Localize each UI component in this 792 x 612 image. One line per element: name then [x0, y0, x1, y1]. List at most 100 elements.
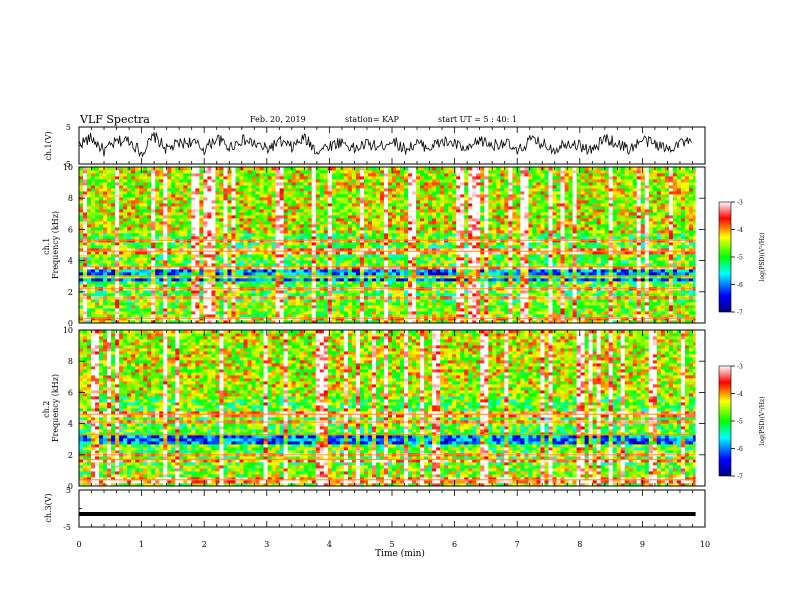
ch1-spectrogram-cell [135, 179, 140, 183]
ch1-spectrogram-cell [131, 254, 136, 258]
ch1-spectrogram-cell [279, 242, 285, 246]
ch1-spectrogram-cell [147, 284, 152, 288]
ch1-spectrogram-cell [424, 266, 429, 270]
ch1-spectrogram-cell [267, 305, 273, 309]
ch1-spectrogram-cell [355, 215, 361, 219]
ch1-spectrogram-cell [251, 191, 256, 195]
ch1-spectrogram-cell [396, 179, 401, 183]
ch1-spectrogram-cell [355, 227, 361, 231]
ch1-spectrogram-cell [107, 320, 112, 324]
ch1-spectrogram-cell [123, 176, 128, 180]
ch1-spectrogram-cell [347, 263, 353, 267]
ch1-spectrogram-cell [432, 302, 437, 306]
ch1-spectrogram-cell [191, 263, 196, 267]
ch1-spectrogram-cell [307, 266, 313, 270]
ch1-spectrogram-cell [303, 188, 309, 192]
ch1-spectrogram-cell [187, 230, 192, 234]
ch1-spectrogram-cell [311, 176, 317, 180]
ch1-spectrogram-cell [235, 254, 240, 258]
ch1-spectrogram-cell [267, 227, 273, 231]
ch1-spectrogram-cell [167, 263, 172, 267]
ch1-spectrogram-cell [416, 170, 421, 174]
ch1-spectrogram-cell [219, 257, 224, 261]
ch1-spectrogram-cell [187, 233, 192, 237]
ch1-spectrogram-cell [412, 212, 417, 216]
ch1-spectrogram-cell [215, 311, 220, 315]
ch1-spectrogram-cell [311, 254, 317, 258]
ch1-spectrogram-cell [155, 173, 160, 177]
ch1-spectrogram-cell [143, 212, 148, 216]
ch1-spectrogram-cell [375, 293, 381, 297]
ch1-spectrogram-cell [147, 188, 152, 192]
ch1-spectrogram-cell [123, 233, 128, 237]
ch1-spectrogram-cell [211, 236, 216, 240]
ch1-spectrogram-cell [400, 263, 405, 267]
ch1-spectrogram-cell [143, 176, 148, 180]
ch1-spectrogram-cell [143, 266, 148, 270]
ch1-spectrogram-cell [159, 305, 164, 309]
ch1-spectrogram-cell [428, 227, 433, 231]
ch1-spectrogram-cell [175, 191, 180, 195]
ch1-spectrogram-cell [327, 251, 333, 255]
ch1-spectrogram-cell [452, 236, 457, 240]
ch1-spectrogram-cell [131, 260, 136, 264]
ch1-spectrogram-cell [355, 188, 361, 192]
ch1-spectrogram-cell [79, 305, 84, 309]
ch1-spectrogram-cell [347, 245, 353, 249]
ch1-spectrogram-cell [215, 185, 220, 189]
ch1-spectrogram-cell [191, 284, 196, 288]
ch1-spectrogram-cell [255, 302, 260, 306]
ch1-spectrogram-cell [307, 206, 313, 210]
ch1-spectrogram-cell [323, 224, 329, 228]
ch1-spectrogram-cell [251, 260, 256, 264]
ch1-spectrogram-cell [396, 284, 401, 288]
ch1-spectrogram-cell [351, 314, 357, 318]
ch1-spectrogram-cell [195, 293, 200, 297]
ch1-spectrogram-cell [251, 200, 256, 204]
ch1-spectrogram-cell [135, 224, 140, 228]
ch1-spectrogram-cell [143, 236, 148, 240]
ch1-spectrogram-cell [343, 167, 349, 171]
ch1-spectrogram-cell [351, 311, 357, 315]
ch1-spectrogram-cell [155, 272, 160, 276]
ch1-spectrogram-cell [227, 206, 232, 210]
ch1-spectrogram-cell [375, 245, 381, 249]
ch1-spectrogram-cell [247, 203, 252, 207]
ch1-spectrogram-cell [231, 185, 236, 189]
ch1-spectrogram-cell [375, 284, 381, 288]
ch1-spectrogram-cell [103, 173, 108, 177]
ch1-spectrogram-cell [343, 251, 349, 255]
ch1-spectrogram-cell [367, 293, 373, 297]
ch1-spectrogram-cell [131, 242, 136, 246]
ch1-spectrogram-cell [219, 302, 224, 306]
ch1-spectrogram-cell [396, 314, 401, 318]
ch1-spectrogram-cell [223, 182, 228, 186]
ch1-spectrogram-cell [167, 218, 172, 222]
ch1-spectrogram-cell [247, 284, 252, 288]
ch1-spectrogram-cell [279, 197, 285, 201]
ch1-spectrogram-cell [424, 212, 429, 216]
ch1-spectrogram-cell [432, 209, 437, 213]
ch1-spectrogram-cell [375, 290, 381, 294]
ch1-spectrogram-cell [83, 284, 88, 288]
ch1-spectrogram-cell [299, 209, 305, 213]
ch1-spectrogram-cell [335, 260, 341, 264]
ch1-spectrogram-cell [167, 281, 172, 285]
ch1-spectrogram-cell [151, 212, 156, 216]
ch1-spectrogram-cell [191, 278, 196, 282]
ch1-spectrogram-cell [215, 263, 220, 267]
ch1-spectrogram-cell [195, 260, 200, 264]
ch1-spectrogram-cell [404, 203, 409, 207]
ch1-spectrogram-cell [79, 254, 84, 258]
ch1-spectrogram-cell [247, 179, 252, 183]
ch1-spectrogram-cell [440, 227, 445, 231]
ch1-spectrogram-cell [355, 278, 361, 282]
ch1-spectrogram-cell [227, 281, 232, 285]
ch1-spectrogram-cell [400, 197, 405, 201]
ch1-spectrogram-cell [291, 320, 297, 324]
ch1-spectrogram-cell [247, 194, 252, 198]
ch1-spectrogram-cell [263, 179, 268, 183]
ch1-spectrogram-cell [159, 218, 164, 222]
ch1-spectrogram-cell [143, 230, 148, 234]
ch1-spectrogram-cell [183, 290, 188, 294]
